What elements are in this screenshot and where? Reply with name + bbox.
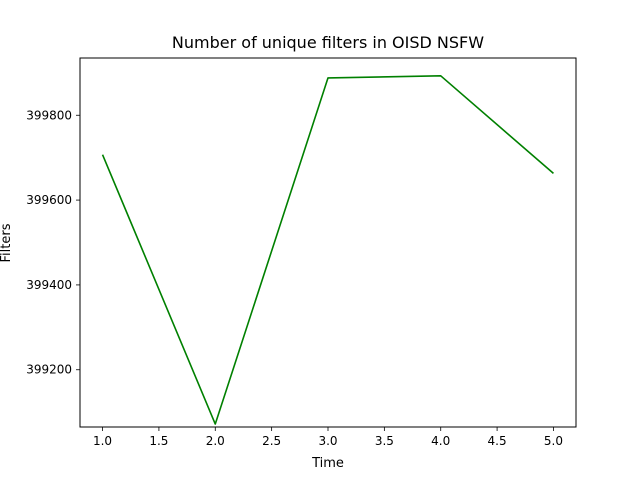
x-tick-label: 2.0 xyxy=(206,434,225,448)
chart-title: Number of unique filters in OISD NSFW xyxy=(172,33,484,52)
x-tick-label: 1.0 xyxy=(93,434,112,448)
x-tick-label: 4.0 xyxy=(431,434,450,448)
x-axis-label: Time xyxy=(311,456,344,471)
y-tick-label: 399400 xyxy=(26,278,72,292)
x-tick-label: 1.5 xyxy=(149,434,168,448)
x-tick-label: 3.0 xyxy=(318,434,337,448)
y-tick-label: 399200 xyxy=(26,363,72,377)
y-axis-label: Filters xyxy=(0,223,14,262)
y-tick-label: 399600 xyxy=(26,193,72,207)
x-tick-label: 4.5 xyxy=(488,434,507,448)
x-tick-label: 2.5 xyxy=(262,434,281,448)
x-tick-label: 5.0 xyxy=(544,434,563,448)
x-tick-label: 3.5 xyxy=(375,434,394,448)
y-tick-label: 399800 xyxy=(26,108,72,122)
